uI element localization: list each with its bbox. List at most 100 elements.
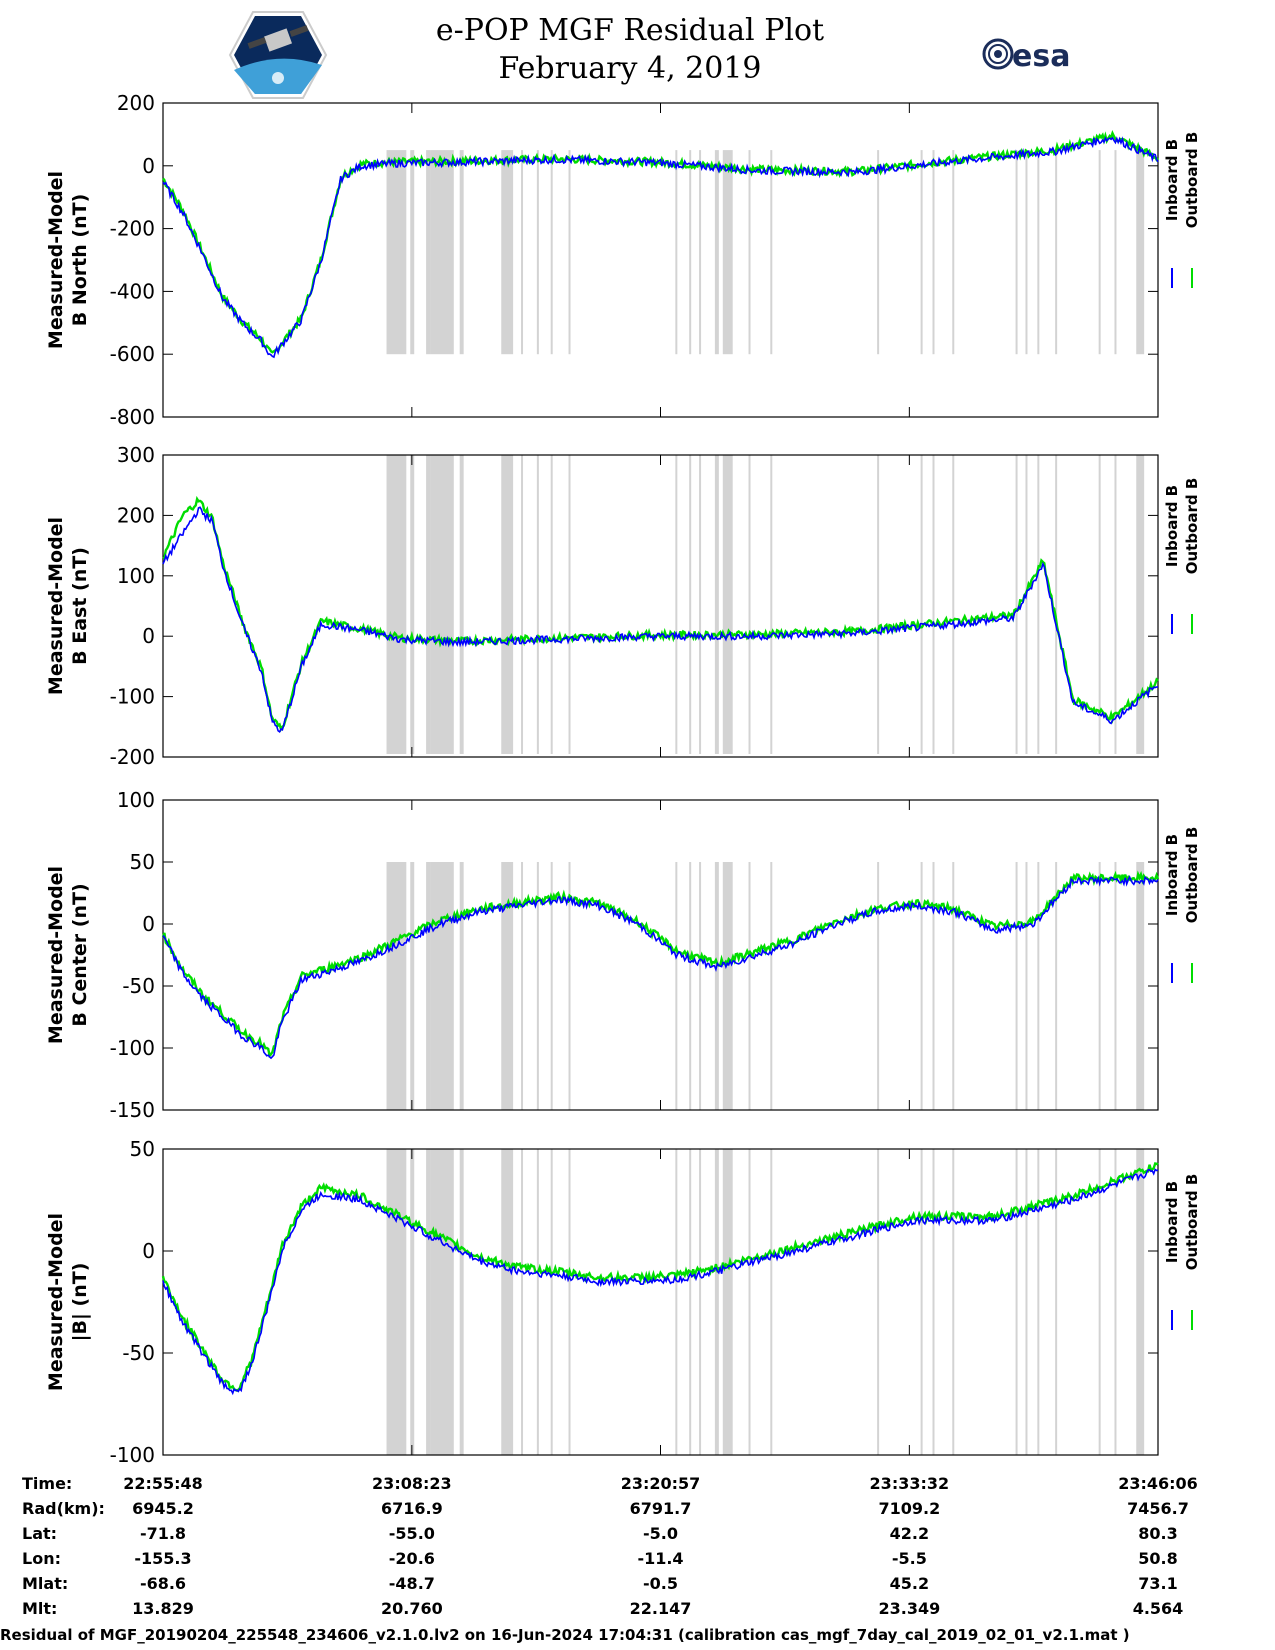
info-row-label: Mlt: bbox=[22, 1599, 58, 1618]
title-line-1: e-POP MGF Residual Plot bbox=[435, 13, 825, 48]
outboard-series-line bbox=[162, 129, 1159, 354]
info-row-label: Mlat: bbox=[22, 1574, 69, 1593]
data-gap-band bbox=[459, 862, 464, 1110]
data-gap-band bbox=[568, 862, 571, 1110]
data-gap-band bbox=[1037, 150, 1040, 355]
info-row-value: 50.8 bbox=[1138, 1549, 1178, 1568]
data-gap-band bbox=[1055, 862, 1058, 1110]
info-row-value: 7109.2 bbox=[878, 1499, 941, 1518]
esa-logo: esa bbox=[980, 34, 1100, 74]
data-gap-band bbox=[1098, 150, 1101, 355]
legend-outboard-label: Outboard B bbox=[1183, 478, 1201, 575]
info-row-value: -11.4 bbox=[637, 1549, 684, 1568]
y-tick-label: 0 bbox=[142, 154, 155, 178]
info-row-value: 22:55:48 bbox=[123, 1474, 203, 1493]
data-gap-band bbox=[675, 1149, 678, 1455]
data-gap-band bbox=[920, 455, 923, 754]
data-gap-band bbox=[386, 455, 407, 754]
data-gap-band bbox=[459, 455, 464, 754]
data-gap-band bbox=[386, 862, 407, 1110]
legend-inboard-label: Inboard B bbox=[1163, 1181, 1181, 1263]
y-tick-label: -100 bbox=[110, 685, 155, 709]
y-axis-label-line2: B North (nT) bbox=[69, 194, 91, 327]
data-gap-band bbox=[501, 455, 514, 754]
data-gap-band bbox=[1015, 1149, 1018, 1455]
cassiope-logo bbox=[228, 10, 328, 100]
panel-2: 300 200 100 0 -100 -200 Measured-Model B East (… bbox=[45, 443, 1201, 769]
legend-inboard-label: Inboard B bbox=[1163, 139, 1181, 221]
data-gap-band bbox=[748, 455, 751, 754]
data-gap-band bbox=[952, 455, 955, 754]
y-tick-label: -150 bbox=[110, 1098, 155, 1122]
data-gap-band bbox=[722, 150, 733, 355]
data-gap-band bbox=[1015, 862, 1018, 1110]
data-gap-band bbox=[1098, 1149, 1101, 1455]
data-gap-band bbox=[1098, 455, 1101, 754]
footer-caption: Residual of MGF_20190204_225548_234606_v… bbox=[0, 1626, 1130, 1644]
inboard-series-line bbox=[162, 136, 1159, 359]
data-gap-band bbox=[430, 150, 454, 355]
outboard-series-line bbox=[161, 870, 1160, 1058]
y-tick-label: -200 bbox=[110, 217, 155, 241]
data-gap-band bbox=[1114, 455, 1117, 754]
data-gap-band bbox=[521, 150, 524, 355]
info-row-value: 73.1 bbox=[1138, 1574, 1178, 1593]
data-gap-band bbox=[920, 862, 923, 1110]
data-gap-band bbox=[748, 1149, 751, 1455]
data-gap-band bbox=[722, 1149, 733, 1455]
data-gap-band bbox=[952, 1149, 955, 1455]
data-gap-band bbox=[1037, 862, 1040, 1110]
y-tick-label: 200 bbox=[117, 503, 155, 527]
data-gap-band bbox=[426, 862, 431, 1110]
data-gap-band bbox=[952, 150, 955, 355]
y-tick-label: -400 bbox=[110, 279, 155, 303]
data-gap-band bbox=[877, 455, 880, 754]
info-row-value: -55.0 bbox=[388, 1524, 435, 1543]
info-row-value: 13.829 bbox=[132, 1599, 194, 1618]
data-gap-band bbox=[1015, 150, 1018, 355]
data-gap-band bbox=[568, 1149, 571, 1455]
y-tick-label: -200 bbox=[110, 745, 155, 769]
data-gap-band bbox=[550, 1149, 553, 1455]
info-row-value: 4.564 bbox=[1132, 1599, 1184, 1618]
data-gap-band bbox=[1114, 150, 1117, 355]
esa-logo-text: esa bbox=[1012, 39, 1070, 74]
legend-outboard-label: Outboard B bbox=[1183, 132, 1201, 229]
plot-frame bbox=[162, 102, 1159, 418]
outboard-series-line bbox=[162, 495, 1159, 733]
data-gap-band bbox=[1025, 1149, 1028, 1455]
data-gap-band bbox=[1136, 862, 1145, 1110]
data-gap-band bbox=[568, 150, 571, 355]
data-gap-band bbox=[770, 150, 773, 355]
y-tick-label: 100 bbox=[117, 564, 155, 588]
plot-frame bbox=[162, 454, 1159, 758]
data-gap-band bbox=[675, 455, 678, 754]
data-gap-band bbox=[952, 862, 955, 1110]
info-row-value: 6716.9 bbox=[380, 1499, 443, 1518]
info-row-value: -20.6 bbox=[388, 1549, 435, 1568]
data-gap-band bbox=[536, 455, 539, 754]
data-gap-band bbox=[501, 150, 514, 355]
data-gap-band bbox=[699, 1149, 702, 1455]
legend-outboard-label: Outboard B bbox=[1183, 827, 1201, 924]
data-gap-band bbox=[722, 455, 733, 754]
data-gap-band bbox=[699, 455, 702, 754]
info-row-value: 23.349 bbox=[878, 1599, 941, 1618]
data-gap-band bbox=[1025, 455, 1028, 754]
data-gap-band bbox=[459, 1149, 464, 1455]
data-gap-band bbox=[550, 150, 553, 355]
data-gap-band bbox=[1037, 1149, 1040, 1455]
data-gap-band bbox=[1136, 455, 1145, 754]
info-row-value: 22.147 bbox=[629, 1599, 692, 1618]
data-gap-band bbox=[536, 1149, 539, 1455]
data-gap-band bbox=[1025, 862, 1028, 1110]
panel-4: 50 0 -50 -100 Measured-Model |B| (nT) Inboard … bbox=[45, 1137, 1201, 1467]
data-gap-band bbox=[521, 1149, 524, 1455]
y-axis-label-line1: Measured-Model bbox=[45, 866, 67, 1044]
y-tick-label: 100 bbox=[117, 788, 155, 812]
legend-inboard-label: Inboard B bbox=[1163, 485, 1181, 567]
data-gap-band bbox=[386, 1149, 407, 1455]
info-row-value: 6945.2 bbox=[132, 1499, 194, 1518]
data-gap-band bbox=[521, 455, 524, 754]
